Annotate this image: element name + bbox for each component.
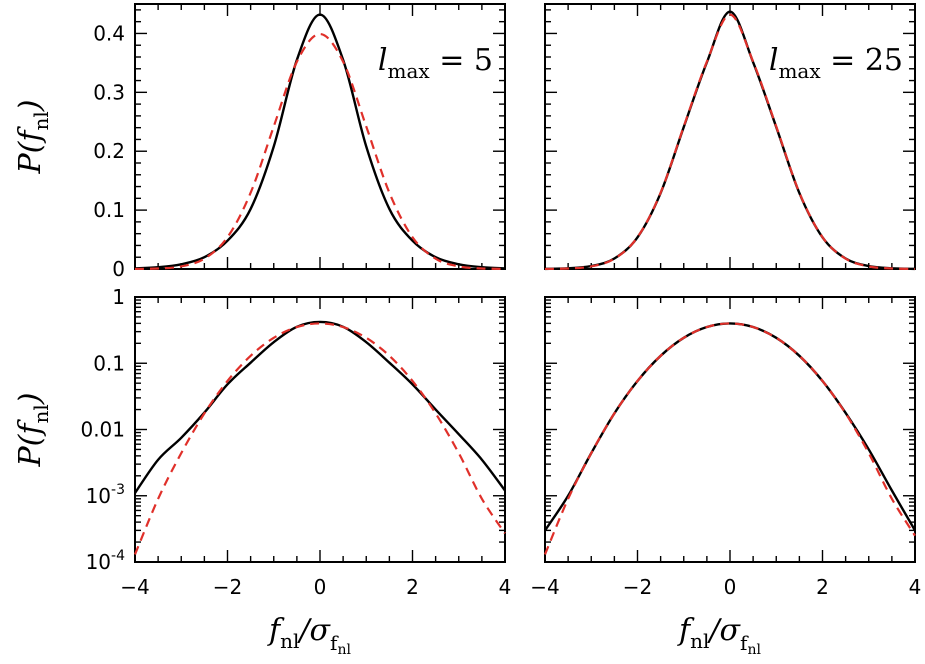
x-tick-label: 0 <box>724 575 737 599</box>
x-tick-label: 2 <box>406 575 419 599</box>
y-tick-label: 0.3 <box>93 80 125 104</box>
series-simulated-solid <box>134 13 506 270</box>
y-tick-label: 10-3 <box>86 482 125 508</box>
panel-bottom-left: 1 0.1 0.01 10-3 10-4−4 −2 0 2 4 P(fnl) fnl/σfnl <box>13 285 511 658</box>
x-tick-label: −2 <box>213 575 242 599</box>
x-axis-label: fnl/σfnl <box>267 613 351 658</box>
x-tick-label: −2 <box>623 575 652 599</box>
y-tick-label: 0.1 <box>93 198 125 222</box>
x-tick-label: −4 <box>120 575 149 599</box>
y-tick-label: 0 <box>112 257 125 281</box>
y-tick-label: 0.2 <box>93 139 125 163</box>
panel-top-right: lmax = 25 <box>544 3 916 271</box>
plot-frame <box>544 296 916 563</box>
x-tick-label: 0 <box>314 575 327 599</box>
series-gaussian-dashed <box>133 322 506 555</box>
panel-top-left: 0 0.1 0.2 0.3 0.4 lmax = 5 P(fnl) <box>13 3 506 281</box>
x-tick-label: 4 <box>499 575 512 599</box>
y-tick-label: 10-4 <box>86 548 126 574</box>
series-simulated-solid <box>134 320 506 494</box>
y-tick-label: 0.4 <box>93 21 125 45</box>
y-tick-label: 0.1 <box>93 351 125 375</box>
y-axis-label: P(fnl) <box>13 393 53 468</box>
x-tick-label: 4 <box>909 575 922 599</box>
y-tick-label: 0.01 <box>80 418 125 442</box>
panel-annotation: lmax = 25 <box>769 43 903 83</box>
series-gaussian-dashed <box>134 32 506 271</box>
x-tick-label: −4 <box>530 575 559 599</box>
y-axis-label: P(fnl) <box>13 100 53 175</box>
series-simulated-solid <box>544 322 917 532</box>
panel-bottom-right: −4 −2 0 2 4 fnl/σfnl <box>530 296 922 658</box>
x-tick-label: 2 <box>816 575 829 599</box>
series-gaussian-dashed <box>544 13 916 271</box>
y-tick-label: 1 <box>112 285 125 309</box>
panel-annotation: lmax = 5 <box>378 43 493 83</box>
x-axis-label: fnl/σfnl <box>677 613 761 658</box>
